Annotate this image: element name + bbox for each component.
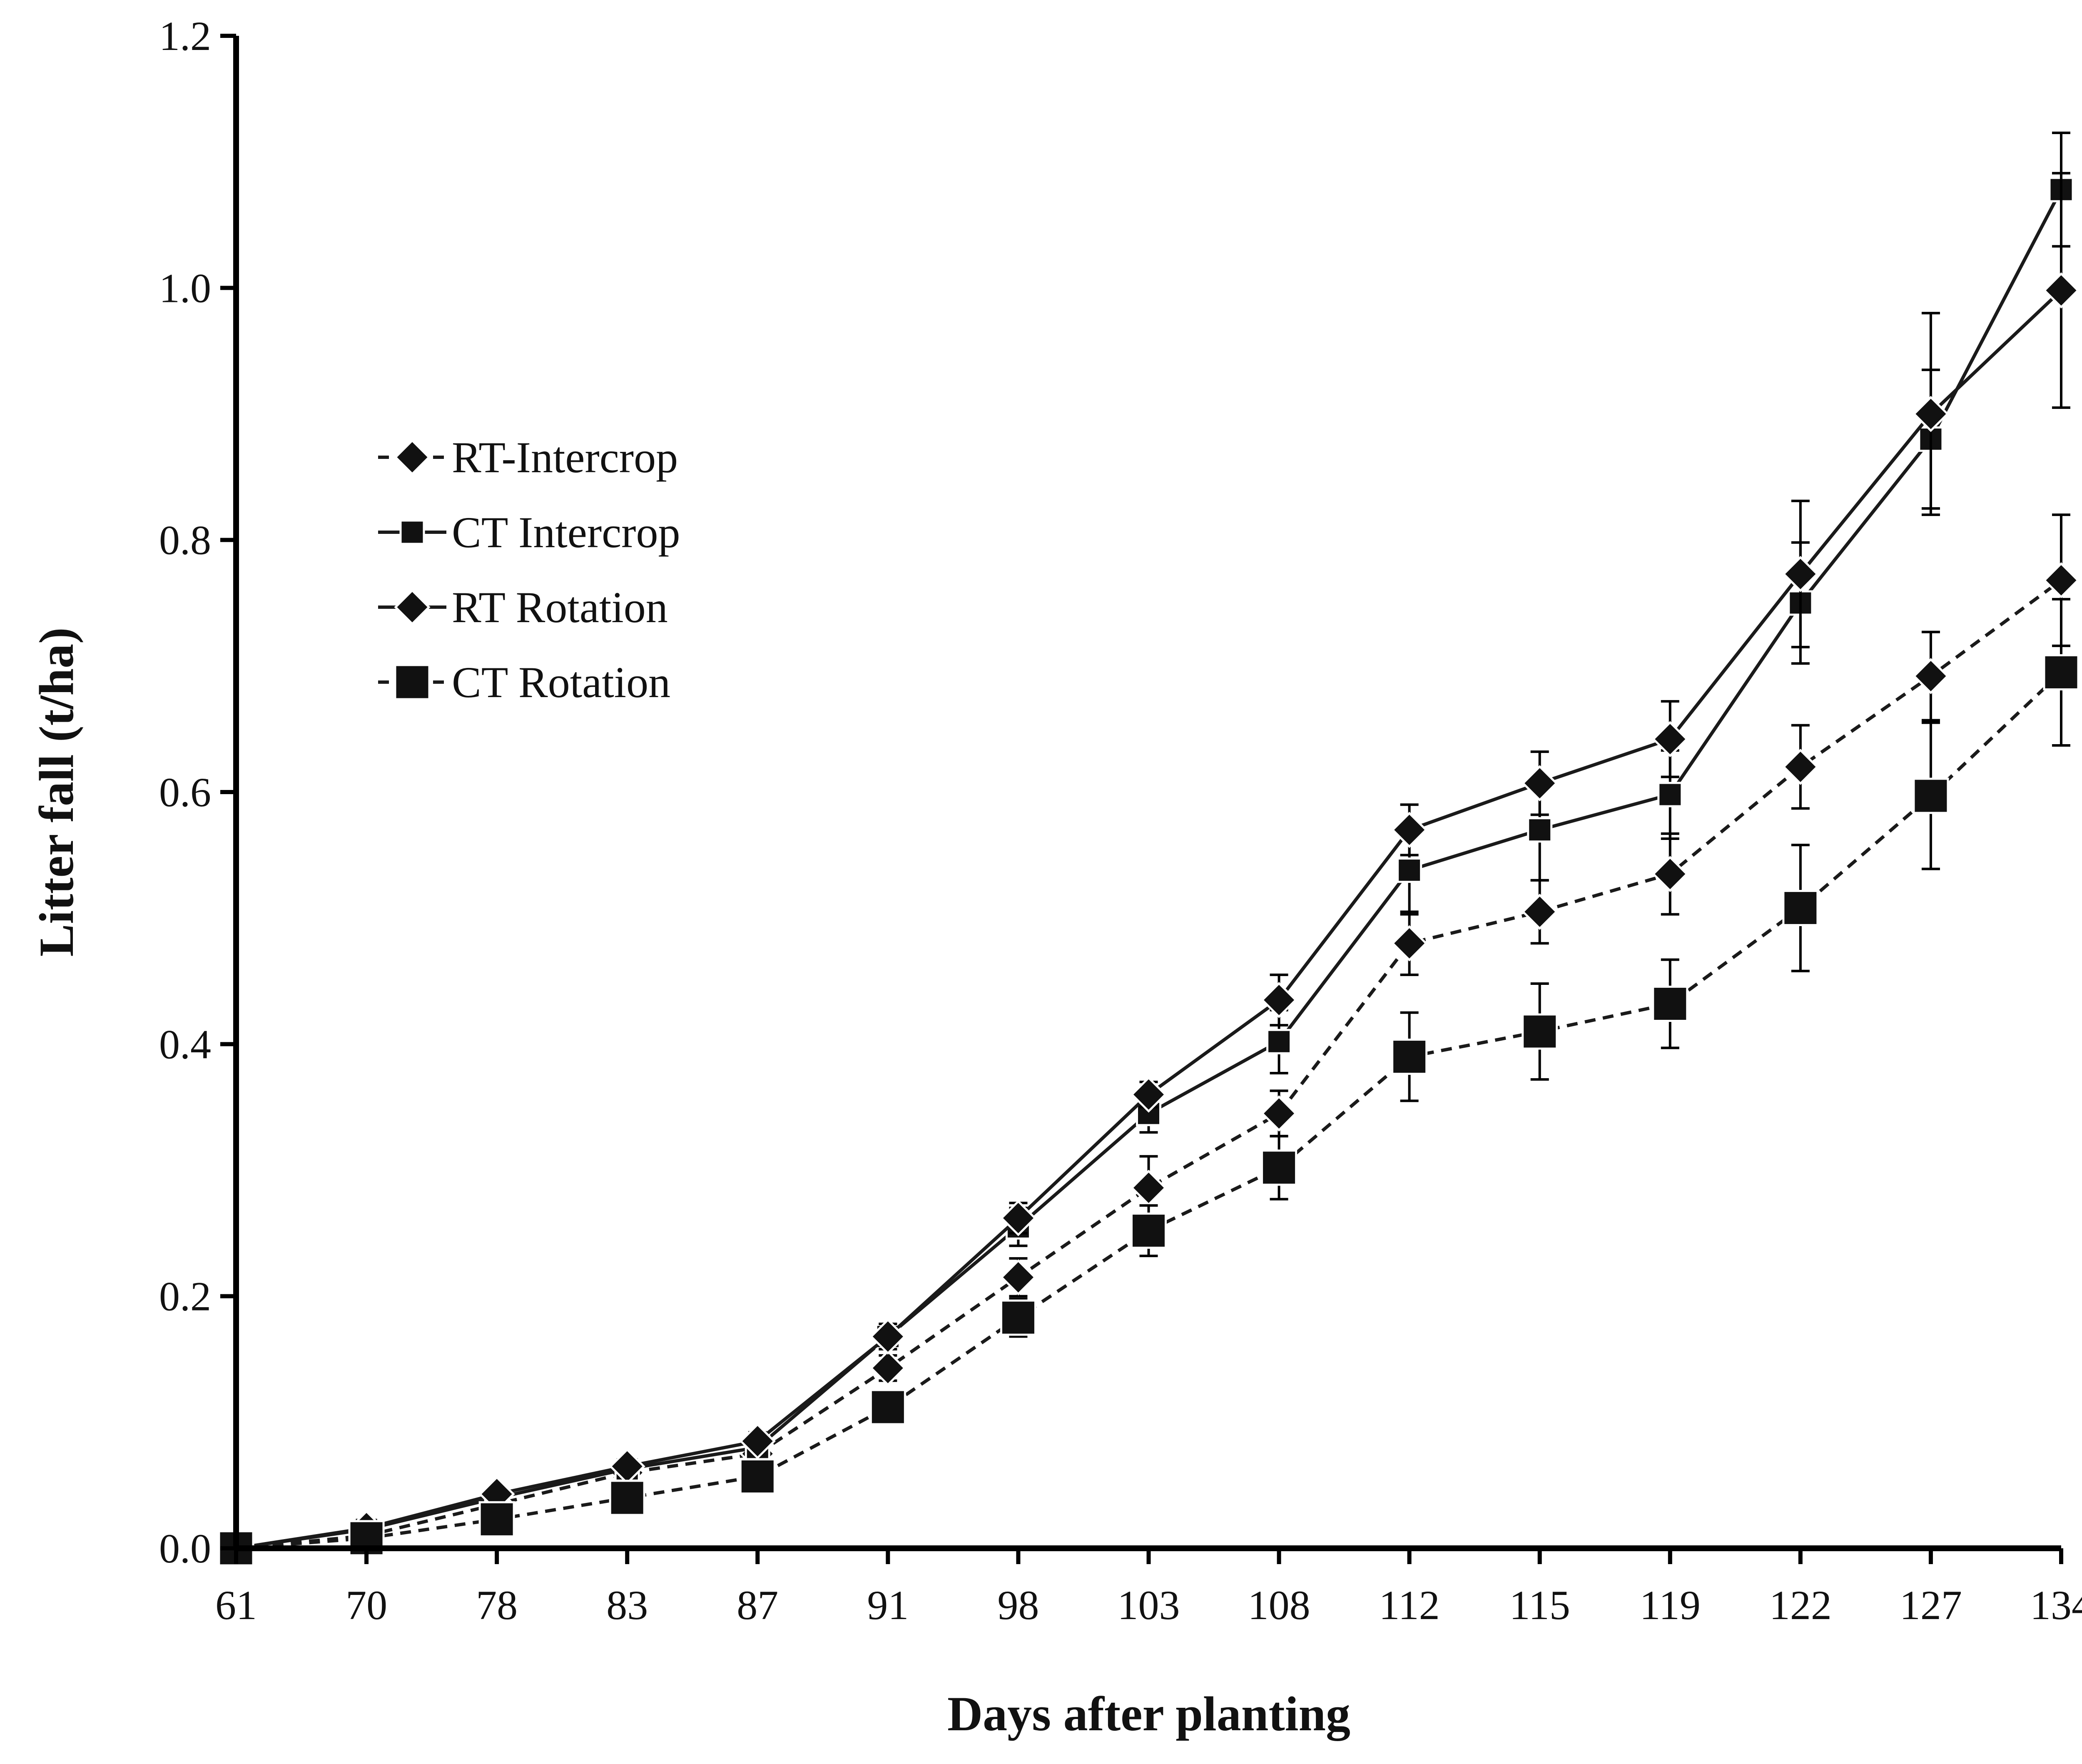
series-ct-rotation (218, 598, 2080, 1567)
legend-item: RT Rotation (378, 583, 668, 632)
x-tick-label: 98 (997, 1582, 1039, 1628)
x-axis-title: Days after planting (947, 1687, 1350, 1741)
data-point (1000, 1299, 1036, 1336)
y-tick-label: 0.8 (159, 517, 211, 563)
legend-marker (394, 664, 431, 700)
data-point (1261, 982, 1298, 1018)
data-point (1782, 556, 1819, 592)
data-point (1391, 925, 1428, 962)
data-point (1261, 1149, 1298, 1186)
data-point (869, 1350, 906, 1386)
y-tick-label: 1.2 (159, 13, 211, 59)
data-point (1527, 817, 1553, 843)
data-point (1652, 721, 1689, 757)
data-point (1522, 893, 1558, 930)
y-tick-label: 0.4 (159, 1021, 211, 1067)
x-tick-label: 103 (1118, 1582, 1180, 1628)
data-point (478, 1501, 515, 1537)
data-point (1913, 658, 1949, 695)
x-tick-label: 127 (1900, 1582, 1962, 1628)
data-point (739, 1458, 776, 1495)
data-point (1391, 1039, 1428, 1075)
data-point (1397, 857, 1422, 883)
series-ct-intercrop (223, 132, 2074, 1561)
data-point (1657, 782, 1683, 807)
axis-ticks: 0.0 0.2 0.4 0.6 0.8 1.0 1.2 61 70 78 83 87 91 98 103 10… (159, 13, 2082, 1628)
axes (233, 36, 2061, 1551)
data-point (1130, 1076, 1167, 1113)
x-tick-label: 78 (476, 1582, 518, 1628)
x-tick-label: 91 (867, 1582, 909, 1628)
data-point (1652, 985, 1689, 1022)
x-tick-label: 108 (1248, 1582, 1310, 1628)
legend-label: CT Intercrop (452, 508, 680, 557)
data-point (1522, 1013, 1558, 1050)
data-point (1261, 1095, 1298, 1132)
y-tick-label: 0.6 (159, 769, 211, 815)
x-tick-label: 87 (737, 1582, 778, 1628)
y-tick-label: 0.0 (159, 1525, 211, 1572)
plot-area (218, 132, 2080, 1567)
data-point (869, 1318, 906, 1355)
x-tick-label: 112 (1379, 1582, 1439, 1628)
data-point (2043, 272, 2080, 309)
data-point (1782, 748, 1819, 785)
x-tick-label: 119 (1640, 1582, 1701, 1628)
data-point (1652, 856, 1689, 892)
x-tick-label: 83 (606, 1582, 648, 1628)
y-axis-title: Litter fall (t/ha) (29, 628, 84, 957)
legend-label: RT Rotation (452, 583, 668, 632)
y-tick-label: 0.2 (159, 1273, 211, 1320)
data-point (1782, 889, 1819, 926)
y-tick-label: 1.0 (159, 265, 211, 311)
x-tick-label: 122 (1769, 1582, 1832, 1628)
data-point (2043, 562, 2080, 599)
data-point (1131, 1212, 1167, 1249)
series-line (236, 579, 2062, 1550)
data-point (1130, 1169, 1167, 1206)
data-point (869, 1389, 906, 1425)
data-point (1913, 777, 1949, 814)
data-point (1000, 1259, 1036, 1296)
data-point (739, 1423, 776, 1460)
x-tick-label: 61 (215, 1582, 257, 1628)
x-tick-label: 115 (1509, 1582, 1570, 1628)
legend-item: RT-Intercrop (378, 433, 678, 482)
legend-item: CT Intercrop (378, 508, 680, 557)
legend: RT-Intercrop CT Intercrop RT Rotation CT Ro… (378, 433, 680, 707)
legend-label: RT-Intercrop (452, 433, 678, 482)
data-point (1391, 812, 1428, 848)
x-tick-label: 134 (2030, 1582, 2082, 1628)
legend-label: CT Rotation (452, 658, 670, 707)
x-tick-label: 70 (346, 1582, 387, 1628)
series-line (236, 189, 2063, 1550)
data-point (1266, 1029, 1292, 1054)
legend-marker (394, 589, 431, 625)
legend-item: CT Rotation (378, 658, 670, 707)
data-point (1522, 765, 1558, 802)
data-point (1000, 1200, 1036, 1236)
series-rt-rotation (218, 172, 2080, 1567)
data-point (2043, 654, 2080, 690)
data-point (1913, 396, 1949, 432)
legend-marker (394, 439, 431, 476)
legend-marker (399, 519, 425, 545)
data-point (609, 1480, 645, 1516)
